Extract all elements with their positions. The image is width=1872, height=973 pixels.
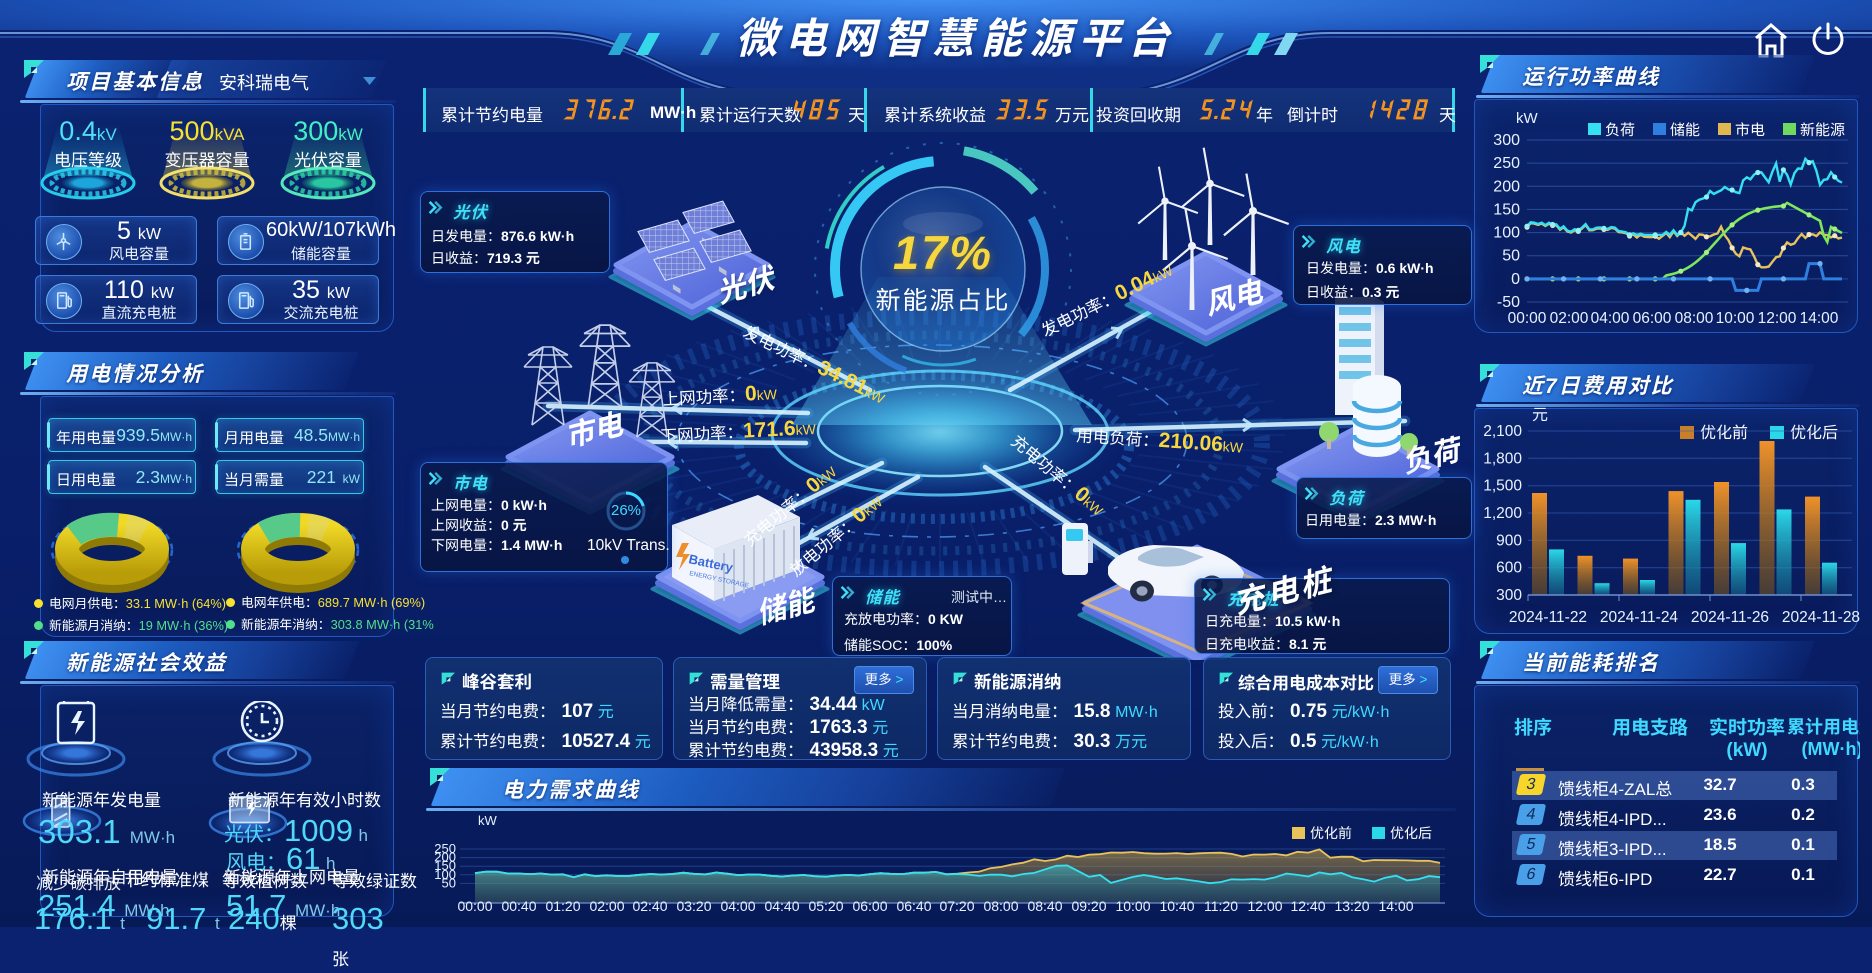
svg-text:优化后: 优化后 — [1390, 825, 1432, 841]
svg-text:00:40: 00:40 — [501, 898, 536, 914]
svg-text:02:00: 02:00 — [1550, 310, 1589, 327]
svg-text:200: 200 — [434, 850, 456, 865]
svg-text:09:20: 09:20 — [1071, 898, 1106, 914]
svg-text:50: 50 — [1502, 248, 1520, 265]
svg-text:02:00: 02:00 — [589, 898, 624, 914]
svg-text:250: 250 — [434, 841, 456, 856]
svg-text:300: 300 — [1496, 587, 1522, 604]
svg-text:150: 150 — [434, 858, 456, 873]
svg-text:11:20: 11:20 — [1204, 898, 1238, 914]
svg-text:04:40: 04:40 — [764, 898, 799, 914]
svg-text:kW: kW — [1516, 110, 1539, 127]
svg-text:储能: 储能 — [1670, 122, 1700, 139]
svg-text:00:00: 00:00 — [457, 898, 492, 914]
svg-text:05:20: 05:20 — [808, 898, 843, 914]
svg-text:1,500: 1,500 — [1483, 478, 1522, 495]
svg-text:06:00: 06:00 — [1633, 310, 1672, 327]
svg-text:-50: -50 — [1497, 294, 1520, 311]
svg-text:2024-11-24: 2024-11-24 — [1600, 609, 1679, 626]
svg-text:01:20: 01:20 — [545, 898, 580, 914]
svg-text:10:40: 10:40 — [1159, 898, 1194, 914]
svg-text:优化前: 优化前 — [1310, 825, 1352, 841]
svg-text:0: 0 — [1511, 271, 1520, 288]
svg-text:900: 900 — [1496, 532, 1522, 549]
svg-text:200: 200 — [1493, 178, 1520, 195]
svg-text:2024-11-22: 2024-11-22 — [1509, 609, 1587, 626]
svg-text:10:00: 10:00 — [1115, 898, 1150, 914]
svg-text:150: 150 — [1493, 201, 1520, 218]
svg-text:负荷: 负荷 — [1605, 122, 1635, 139]
svg-text:00:00: 00:00 — [1508, 310, 1547, 327]
svg-text:2024-11-28: 2024-11-28 — [1782, 609, 1860, 626]
svg-text:12:00: 12:00 — [1758, 310, 1797, 327]
svg-text:100: 100 — [1493, 225, 1520, 242]
svg-text:13:20: 13:20 — [1334, 898, 1369, 914]
svg-text:1,800: 1,800 — [1483, 450, 1522, 467]
svg-text:08:00: 08:00 — [1675, 310, 1714, 327]
svg-text:04:00: 04:00 — [720, 898, 755, 914]
svg-text:08:40: 08:40 — [1027, 898, 1062, 914]
svg-text:元: 元 — [1532, 407, 1548, 424]
svg-text:12:40: 12:40 — [1290, 898, 1325, 914]
svg-text:300: 300 — [1493, 132, 1520, 149]
svg-text:07:20: 07:20 — [939, 898, 974, 914]
svg-text:14:00: 14:00 — [1800, 310, 1839, 327]
svg-text:10:00: 10:00 — [1716, 310, 1755, 327]
svg-text:06:00: 06:00 — [852, 898, 887, 914]
svg-text:12:00: 12:00 — [1247, 898, 1282, 914]
svg-text:2024-11-26: 2024-11-26 — [1691, 609, 1769, 626]
svg-text:08:00: 08:00 — [983, 898, 1018, 914]
svg-text:100: 100 — [434, 867, 456, 882]
svg-text:优化后: 优化后 — [1790, 424, 1838, 442]
svg-text:1,200: 1,200 — [1483, 505, 1522, 522]
svg-text:03:20: 03:20 — [676, 898, 711, 914]
svg-text:新能源: 新能源 — [1800, 122, 1845, 139]
svg-text:优化前: 优化前 — [1700, 424, 1748, 442]
svg-text:06:40: 06:40 — [896, 898, 931, 914]
svg-text:14:00: 14:00 — [1378, 898, 1413, 914]
svg-text:02:40: 02:40 — [632, 898, 667, 914]
svg-text:2,100: 2,100 — [1483, 423, 1522, 440]
svg-text:04:00: 04:00 — [1591, 310, 1630, 327]
svg-text:上网功率：0kW: 上网功率：0kW — [662, 381, 778, 410]
svg-text:600: 600 — [1496, 560, 1522, 577]
svg-text:250: 250 — [1493, 155, 1520, 172]
svg-text:50: 50 — [442, 875, 456, 890]
svg-text:市电: 市电 — [1735, 122, 1765, 139]
svg-text:kW: kW — [478, 813, 498, 828]
